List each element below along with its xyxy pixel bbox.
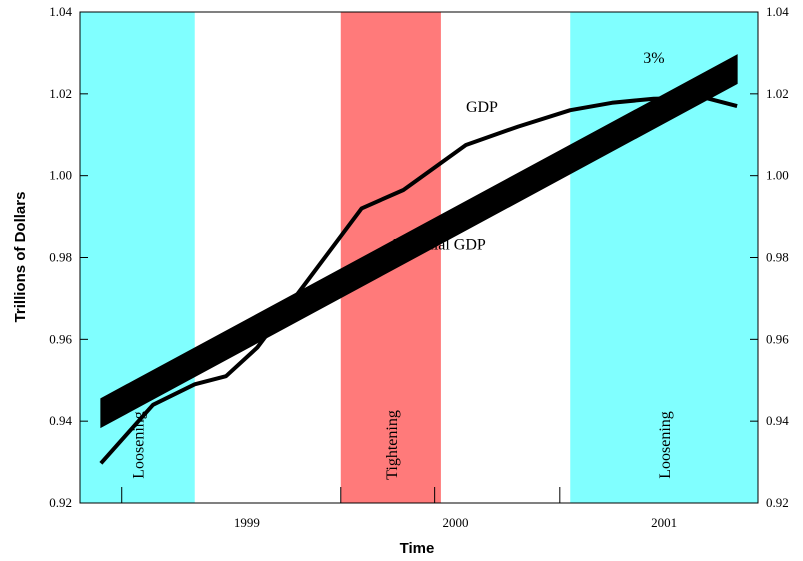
y-tick-label-right-6: 1.04 bbox=[766, 4, 789, 19]
y-tick-label-right-4: 1.00 bbox=[766, 168, 789, 183]
y-tick-label-right-1: 0.94 bbox=[766, 413, 789, 428]
shaded-period-2 bbox=[570, 12, 758, 503]
x-tick-label-0: 1999 bbox=[234, 515, 260, 530]
gdp-series bbox=[99, 95, 738, 465]
annotations: GDP Potential GDP 3% bbox=[393, 50, 665, 253]
y-tick-label-left-0: 0.92 bbox=[49, 495, 72, 510]
y-tick-label-left-5: 1.02 bbox=[49, 86, 72, 101]
y-tick-label-right-3: 0.98 bbox=[766, 250, 789, 265]
x-tick-label-2: 2001 bbox=[651, 515, 677, 530]
y-tick-label-left-4: 1.00 bbox=[49, 168, 72, 183]
annotation-2: 3% bbox=[643, 50, 664, 67]
potential-gdp-series bbox=[100, 54, 738, 429]
y-tick-label-left-3: 0.98 bbox=[49, 250, 72, 265]
shaded-period-label-1: Tightening bbox=[384, 410, 401, 480]
y-tick-label-left-6: 1.04 bbox=[49, 4, 72, 19]
y-axis-right: 0.92 0.94 0.96 0.98 1.00 1.02 1.04 bbox=[750, 4, 789, 510]
shaded-period-label-2: Loosening bbox=[657, 411, 674, 479]
y-tick-label-right-2: 0.96 bbox=[766, 331, 789, 346]
shaded-period-labels: Loosening Tightening Loosening bbox=[130, 410, 674, 480]
annotation-0: GDP bbox=[466, 99, 498, 116]
y-tick-label-left-2: 0.96 bbox=[49, 331, 72, 346]
y-axis-left: 0.92 0.94 0.96 0.98 1.00 1.02 1.04 bbox=[49, 4, 88, 510]
annotation-1: Potential GDP bbox=[393, 236, 486, 253]
x-tick-label-1: 2000 bbox=[443, 515, 469, 530]
y-tick-label-right-0: 0.92 bbox=[766, 495, 789, 510]
y-tick-label-left-1: 0.94 bbox=[49, 413, 72, 428]
x-axis-title: Time bbox=[400, 540, 435, 557]
gdp-line bbox=[99, 95, 738, 465]
y-tick-label-right-5: 1.02 bbox=[766, 86, 789, 101]
x-axis: 1999 2000 2001 bbox=[121, 487, 677, 530]
y-axis-title: Trillions of Dollars bbox=[12, 192, 29, 323]
potential-gdp-band bbox=[100, 54, 738, 429]
